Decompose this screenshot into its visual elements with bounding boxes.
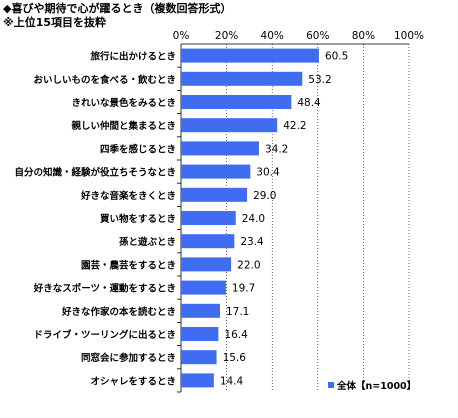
category-label: 親しい仲間と集まるとき xyxy=(71,120,176,132)
bar xyxy=(181,350,217,365)
bar xyxy=(181,164,251,179)
chart-title: ◆喜びや期待で心が躍るとき（複数回答形式） xyxy=(3,2,232,15)
category-label: ドライブ・ツーリングに出るとき xyxy=(33,329,176,341)
x-tick-label: 100% xyxy=(394,30,424,42)
category-label: きれいな景色をみるとき xyxy=(71,97,176,109)
bar xyxy=(181,373,214,388)
value-label: 16.4 xyxy=(224,329,248,341)
value-label: 14.4 xyxy=(220,375,244,387)
category-label: 自分の知識・経験が役立ちそうなとき xyxy=(14,167,176,179)
value-label: 53.2 xyxy=(308,74,331,86)
value-label: 23.4 xyxy=(240,236,264,248)
bar xyxy=(181,141,259,156)
bar xyxy=(181,327,219,341)
value-label: 60.5 xyxy=(325,51,348,63)
category-label: 買い物をするとき xyxy=(100,213,176,225)
category-label: 孫と遊ぶとき xyxy=(119,236,176,248)
bar xyxy=(181,118,278,133)
bar xyxy=(181,48,319,63)
category-label: 旅行に出かけるとき xyxy=(90,51,176,63)
bar xyxy=(181,95,292,109)
value-label: 17.1 xyxy=(226,306,249,318)
legend-label: 全体【n=1000】 xyxy=(337,381,417,392)
x-tick-label: 0% xyxy=(173,30,190,42)
category-label: 好きな作家の本を読むとき xyxy=(61,306,176,318)
x-tick-label: 20% xyxy=(215,30,238,42)
category-label: 園芸・農芸をするとき xyxy=(81,259,176,271)
bar xyxy=(181,187,248,202)
value-label: 22.0 xyxy=(237,259,260,271)
bar xyxy=(181,280,226,295)
category-label: 四季を感じるとき xyxy=(100,143,176,155)
value-label: 24.0 xyxy=(242,213,265,225)
x-tick-label: 80% xyxy=(352,30,375,42)
category-label: オシャレをするとき xyxy=(90,376,176,387)
value-label: 15.6 xyxy=(223,352,247,364)
value-label: 30.4 xyxy=(256,167,280,179)
value-label: 19.7 xyxy=(232,283,255,295)
bar xyxy=(181,211,236,225)
chart-legend: 全体【n=1000】 xyxy=(328,378,416,392)
value-label: 29.0 xyxy=(253,190,276,202)
value-label: 42.2 xyxy=(283,120,306,132)
x-tick-label: 40% xyxy=(261,30,284,42)
bar xyxy=(181,303,220,318)
bar xyxy=(181,71,303,86)
value-label: 34.2 xyxy=(265,143,288,155)
legend-swatch xyxy=(328,382,334,388)
bar xyxy=(181,257,232,272)
category-label: 好きなスポーツ・運動をするとき xyxy=(33,283,176,295)
category-label: 同窓会に参加するとき xyxy=(81,352,176,364)
chart-subtitle: ※上位15項目を抜粋 xyxy=(3,16,107,29)
category-label: おいしいものを食べる・飲むとき xyxy=(33,74,176,86)
value-label: 48.4 xyxy=(297,97,321,109)
x-tick-label: 60% xyxy=(306,30,329,42)
bar xyxy=(181,234,235,249)
category-label: 好きな音楽をきくとき xyxy=(80,190,176,202)
